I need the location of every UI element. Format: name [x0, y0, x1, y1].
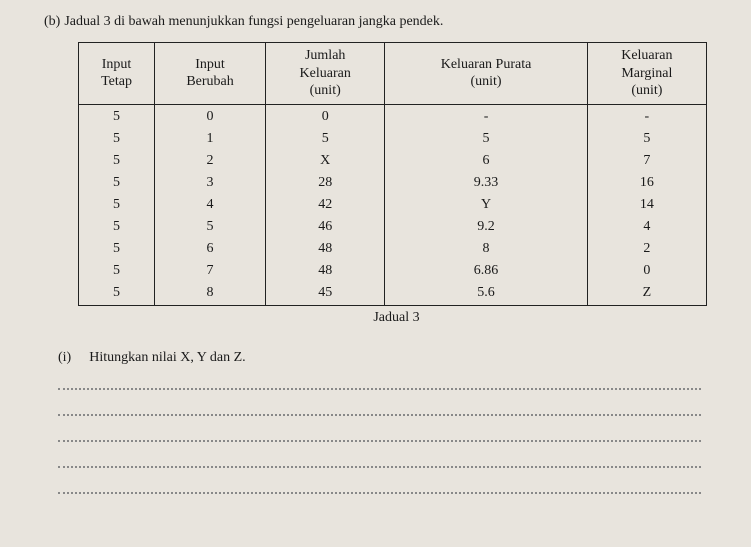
table-cell: 5 — [79, 260, 155, 282]
col-header-input-tetap: InputTetap — [79, 43, 155, 105]
table-cell: 14 — [587, 194, 706, 216]
question-text: Jadual 3 di bawah menunjukkan fungsi pen… — [64, 14, 443, 30]
table-cell: 6 — [155, 238, 266, 260]
table-cell: 48 — [266, 238, 385, 260]
table-cell: 5.6 — [385, 282, 587, 306]
question-b: (b) Jadual 3 di bawah menunjukkan fungsi… — [44, 14, 715, 30]
table-cell: 5 — [79, 194, 155, 216]
table-cell: 8 — [155, 282, 266, 306]
subquestion-i: (i) Hitungkan nilai X, Y dan Z. — [58, 350, 715, 366]
table-row: 51555 — [79, 128, 707, 150]
table-cell: X — [266, 150, 385, 172]
production-table: InputTetap InputBerubah JumlahKeluaran(u… — [78, 42, 707, 306]
table-cell: 6.86 — [385, 260, 587, 282]
table-cell: 0 — [266, 104, 385, 128]
col-header-keluaran-marginal: KeluaranMarginal(unit) — [587, 43, 706, 105]
table-header-row: InputTetap InputBerubah JumlahKeluaran(u… — [79, 43, 707, 105]
table-cell: 6 — [385, 150, 587, 172]
table-cell: 45 — [266, 282, 385, 306]
table-cell: 5 — [385, 128, 587, 150]
answer-line — [58, 414, 701, 416]
table-cell: 46 — [266, 216, 385, 238]
question-part-label: (b) — [44, 14, 60, 30]
table-row: 500-- — [79, 104, 707, 128]
table-cell: 42 — [266, 194, 385, 216]
table-cell: 9.2 — [385, 216, 587, 238]
col-header-jumlah-keluaran: JumlahKeluaran(unit) — [266, 43, 385, 105]
table-cell: 8 — [385, 238, 587, 260]
table-cell: 5 — [79, 238, 155, 260]
table-cell: 7 — [155, 260, 266, 282]
table-row: 564882 — [79, 238, 707, 260]
table-cell: 0 — [155, 104, 266, 128]
table-cell: - — [587, 104, 706, 128]
table-cell: 28 — [266, 172, 385, 194]
table-cell: 5 — [79, 282, 155, 306]
table-row: 5442Y14 — [79, 194, 707, 216]
table-cell: 4 — [587, 216, 706, 238]
answer-line — [58, 466, 701, 468]
table-cell: 5 — [79, 128, 155, 150]
table-cell: 2 — [155, 150, 266, 172]
table-row: 53289.3316 — [79, 172, 707, 194]
table-container: InputTetap InputBerubah JumlahKeluaran(u… — [78, 42, 707, 306]
table-cell: 5 — [266, 128, 385, 150]
table-row: 57486.860 — [79, 260, 707, 282]
table-cell: 1 — [155, 128, 266, 150]
table-cell: 48 — [266, 260, 385, 282]
table-cell: 5 — [79, 172, 155, 194]
answer-line — [58, 440, 701, 442]
table-cell: 5 — [155, 216, 266, 238]
table-row: 58455.6Z — [79, 282, 707, 306]
col-header-keluaran-purata: Keluaran Purata(unit) — [385, 43, 587, 105]
table-cell: 3 — [155, 172, 266, 194]
table-cell: - — [385, 104, 587, 128]
table-cell: 16 — [587, 172, 706, 194]
answer-line — [58, 492, 701, 494]
answer-lines — [58, 388, 701, 494]
table-cell: Y — [385, 194, 587, 216]
table-cell: 7 — [587, 150, 706, 172]
subquestion-num: (i) — [58, 350, 71, 366]
table-caption: Jadual 3 — [78, 310, 715, 326]
table-row: 55469.24 — [79, 216, 707, 238]
table-cell: 9.33 — [385, 172, 587, 194]
table-body: 500--5155552X6753289.33165442Y1455469.24… — [79, 104, 707, 305]
answer-line — [58, 388, 701, 390]
table-row: 52X67 — [79, 150, 707, 172]
table-cell: 2 — [587, 238, 706, 260]
col-header-input-berubah: InputBerubah — [155, 43, 266, 105]
table-cell: Z — [587, 282, 706, 306]
table-cell: 5 — [79, 104, 155, 128]
table-cell: 4 — [155, 194, 266, 216]
table-cell: 5 — [79, 216, 155, 238]
table-cell: 5 — [587, 128, 706, 150]
table-cell: 0 — [587, 260, 706, 282]
table-cell: 5 — [79, 150, 155, 172]
subquestion-text: Hitungkan nilai X, Y dan Z. — [89, 350, 245, 366]
